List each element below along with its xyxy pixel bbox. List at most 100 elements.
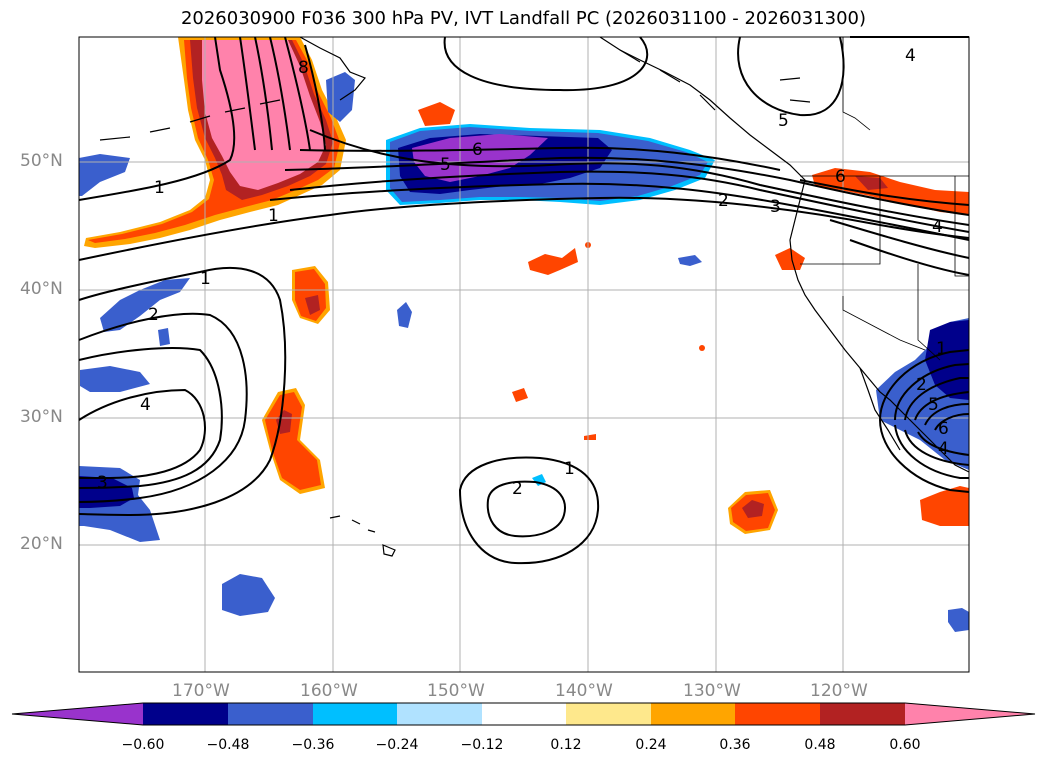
contour <box>299 146 781 171</box>
pv-negative-region <box>100 278 190 332</box>
contour <box>849 239 970 276</box>
pv-positive-region <box>305 295 320 315</box>
lat-label: 50°N <box>20 151 63 171</box>
contour <box>254 36 273 151</box>
colorbar-tick-label: 0.24 <box>635 737 667 753</box>
border <box>800 176 881 265</box>
lon-label: 130°W <box>683 681 741 701</box>
contour <box>284 156 970 216</box>
baja-coast <box>859 367 901 451</box>
contour <box>924 403 970 426</box>
contour <box>934 413 970 431</box>
colorbar-extend-high <box>905 703 1035 725</box>
border <box>842 296 926 351</box>
colorbar <box>11 702 1036 726</box>
contour-label: 4 <box>938 439 949 459</box>
colorbar-tick-label: 0.12 <box>550 737 582 753</box>
lon-label: 150°W <box>427 681 485 701</box>
pv-negative-region <box>158 328 170 346</box>
contour-label: 1 <box>154 178 165 198</box>
pv-negative-region <box>79 154 130 196</box>
contour <box>458 456 600 565</box>
colorbar-tick-label: −0.36 <box>291 737 335 753</box>
colorbar-segment <box>143 703 228 725</box>
north-america-coast <box>599 36 970 473</box>
contour-label: 6 <box>938 419 949 439</box>
border <box>954 176 969 277</box>
colorbar-segment <box>228 703 313 725</box>
colorbar-tick-label: 0.60 <box>889 737 921 753</box>
aleutian-islands <box>99 99 281 141</box>
contour <box>904 377 969 421</box>
colorbar-tick-label: 0.36 <box>719 737 751 753</box>
contour-label: 5 <box>778 111 789 131</box>
contour-label: 2 <box>148 305 159 325</box>
contour-label: 1 <box>268 206 279 226</box>
colorbar-tick-label: −0.60 <box>121 737 165 753</box>
pv-positive-region <box>584 434 596 440</box>
colorbar-segment <box>820 703 905 725</box>
contour <box>914 391 970 421</box>
contour <box>269 182 970 241</box>
colorbar-extend-low <box>12 703 143 725</box>
colorbar-segment <box>735 703 820 725</box>
contour <box>78 36 236 201</box>
contour-label: 3 <box>97 473 108 493</box>
hawaii-islands <box>329 515 396 557</box>
contour-label: 4 <box>932 217 943 237</box>
colorbar-tick-label: −0.12 <box>460 737 504 753</box>
map-frame <box>78 36 970 673</box>
contour <box>917 431 970 456</box>
chart-title: 2026030900 F036 300 hPa PV, IVT Landfall… <box>180 8 867 29</box>
contour <box>78 266 287 517</box>
ivt-contours <box>78 36 970 565</box>
pv-negative-region <box>412 134 548 182</box>
contour <box>894 363 970 421</box>
contour <box>486 480 566 538</box>
lon-label: 160°W <box>300 681 358 701</box>
contour <box>879 419 970 493</box>
pv-negative-region <box>397 302 412 328</box>
contour-label: 2 <box>916 375 927 395</box>
contour <box>443 36 649 92</box>
contour-label: 1 <box>200 269 211 289</box>
contour-label: 6 <box>835 167 846 187</box>
contour-label: 1 <box>936 339 947 359</box>
pv-negative-region <box>222 574 275 616</box>
colorbar-segment <box>566 703 651 725</box>
alaska-coast <box>299 36 366 101</box>
contour-label: 1 <box>564 459 575 479</box>
contour-label: 4 <box>905 46 916 66</box>
contour <box>799 179 970 206</box>
contour-label: 5 <box>928 395 939 415</box>
contour <box>269 36 291 151</box>
coastlines <box>99 36 970 557</box>
colorbar-segment <box>651 703 735 725</box>
pv-positive-region <box>742 500 764 518</box>
border <box>917 264 941 361</box>
contour <box>829 219 970 259</box>
colorbar-segment <box>313 703 397 725</box>
pv-negative-region <box>948 608 969 632</box>
contour-label: 6 <box>472 140 483 160</box>
pv-positive-region <box>512 388 528 402</box>
contour <box>309 129 970 226</box>
contour <box>289 170 970 233</box>
contour <box>879 349 970 421</box>
contour <box>239 36 256 151</box>
colorbar-tick-label: 0.48 <box>804 737 836 753</box>
pv-positive-region <box>812 168 969 215</box>
pv-positive-region <box>775 248 805 270</box>
contour <box>904 429 970 466</box>
contour <box>78 312 248 503</box>
contour-label: 8 <box>298 58 309 78</box>
colorbar-segment <box>482 703 566 725</box>
lon-label: 120°W <box>810 681 868 701</box>
contour <box>78 347 223 489</box>
lon-label: 140°W <box>555 681 613 701</box>
pv-positive-region <box>528 248 578 275</box>
contour <box>284 36 311 151</box>
contour <box>894 424 969 479</box>
contour-labels: 1 1 5 6 2 3 6 4 4 5 8 1 2 4 3 1 2 1 2 5 … <box>97 46 949 499</box>
pv-positive-region <box>418 102 455 126</box>
